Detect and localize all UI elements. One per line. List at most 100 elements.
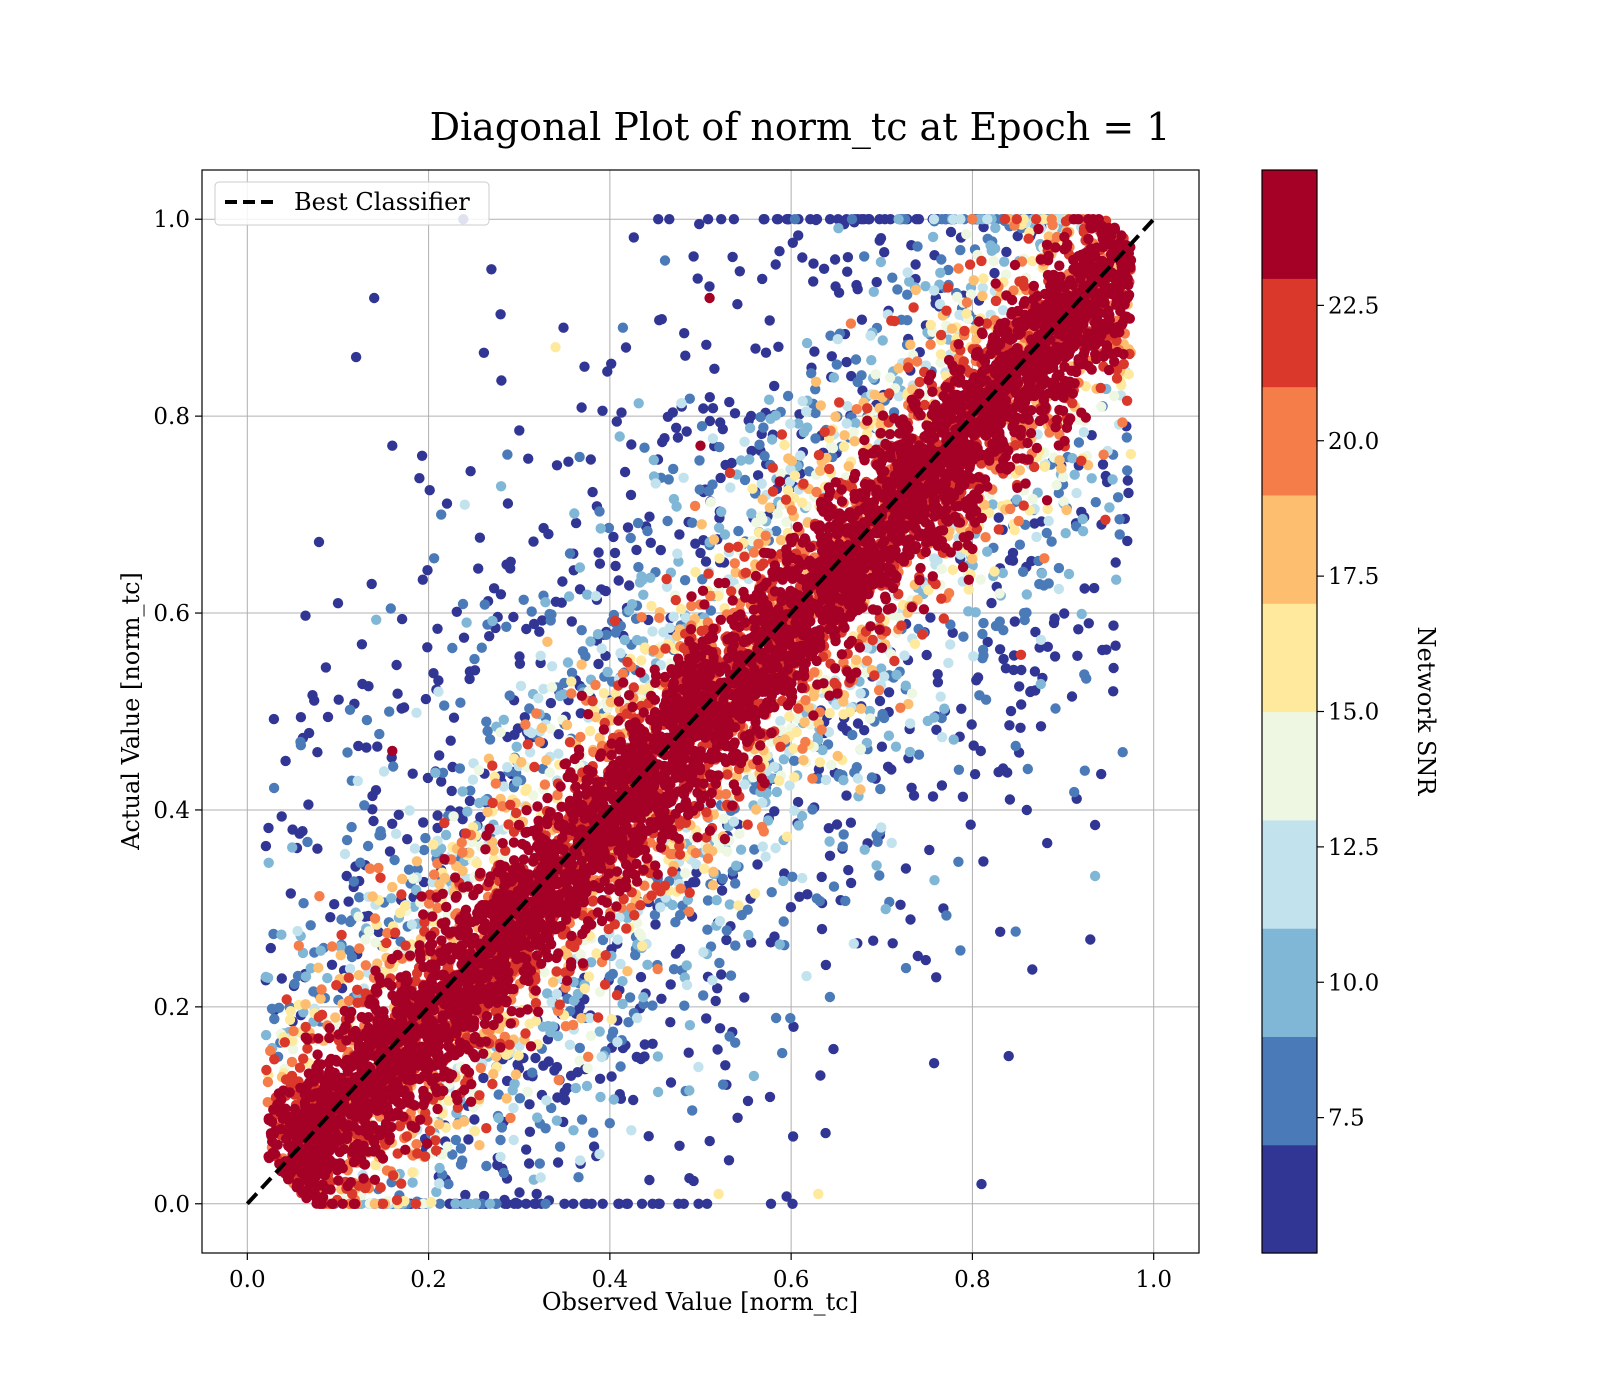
- scatter-point: [361, 742, 372, 753]
- scatter-point: [769, 380, 780, 392]
- scatter-point: [716, 885, 728, 896]
- scatter-point: [422, 772, 434, 784]
- scatter-point: [816, 871, 827, 883]
- scatter-point: [1035, 678, 1047, 690]
- scatter-point: [426, 1197, 437, 1208]
- scatter-point: [789, 214, 801, 225]
- scatter-point: [411, 856, 423, 867]
- scatter-point: [588, 1127, 599, 1138]
- scatter-point: [736, 909, 747, 921]
- scatter-point: [631, 544, 642, 556]
- scatter-point: [543, 1056, 554, 1067]
- scatter-point: [746, 445, 757, 457]
- scatter-point: [590, 679, 601, 691]
- scatter-point: [473, 765, 485, 776]
- scatter-point: [820, 774, 832, 786]
- scatter-point: [876, 822, 887, 833]
- scatter-point: [730, 878, 741, 889]
- scatter-point: [639, 442, 650, 453]
- scatter-point: [451, 606, 462, 617]
- scatter-point: [885, 214, 896, 225]
- scatter-point: [934, 299, 946, 310]
- scatter-point: [828, 881, 840, 892]
- scatter-point: [714, 441, 725, 453]
- scatter-point: [562, 657, 574, 668]
- scatter-point: [667, 866, 678, 877]
- scatter-point: [633, 561, 644, 573]
- scatter-point: [994, 616, 1005, 627]
- scatter-point: [850, 418, 861, 429]
- scatter-point: [1076, 455, 1087, 466]
- scatter-point: [523, 453, 534, 464]
- scatter-point: [1041, 527, 1053, 539]
- scatter-point: [467, 774, 479, 785]
- scatter-point: [748, 1070, 760, 1082]
- scatter-point: [1089, 819, 1101, 831]
- scatter-point: [434, 1198, 446, 1210]
- scatter-point: [675, 603, 687, 615]
- scatter-point: [889, 315, 900, 327]
- scatter-point: [609, 547, 621, 559]
- scatter-point: [461, 617, 472, 628]
- scatter-point: [968, 740, 979, 751]
- scatter-point: [674, 943, 686, 955]
- scatter-point: [615, 1061, 626, 1072]
- scatter-point: [1108, 620, 1119, 631]
- scatter-point: [594, 506, 605, 517]
- scatter-point: [784, 711, 795, 722]
- scatter-point: [535, 650, 546, 661]
- scatter-point: [1110, 640, 1121, 651]
- scatter-point: [932, 669, 943, 680]
- scatter-point: [715, 472, 726, 484]
- scatter-point: [681, 979, 693, 991]
- scatter-point: [475, 811, 486, 823]
- scatter-point: [650, 919, 661, 930]
- scatter-point: [297, 826, 308, 837]
- scatter-point: [455, 697, 466, 708]
- scatter-point: [1073, 437, 1085, 448]
- scatter-point: [742, 1095, 754, 1107]
- scatter-point: [1035, 721, 1047, 732]
- scatter-point: [867, 634, 878, 646]
- scatter-point: [1096, 768, 1107, 780]
- scatter-point: [928, 214, 940, 225]
- scatter-point: [335, 941, 346, 952]
- scatter-point: [493, 1112, 504, 1124]
- scatter-point: [789, 755, 800, 766]
- scatter-point: [551, 1061, 563, 1073]
- scatter-point: [408, 873, 419, 884]
- scatter-point: [518, 594, 529, 605]
- scatter-point: [534, 736, 545, 747]
- scatter-point: [855, 688, 866, 699]
- scatter-point: [961, 297, 973, 308]
- scatter-point: [574, 1155, 586, 1166]
- scatter-point: [760, 851, 771, 862]
- scatter-point: [859, 251, 870, 262]
- scatter-point: [1097, 644, 1108, 656]
- scatter-point: [704, 1135, 715, 1147]
- scatter-point: [1117, 747, 1128, 758]
- scatter-point: [672, 548, 683, 559]
- scatter-point: [535, 1172, 546, 1183]
- scatter-points: [260, 214, 1137, 1210]
- scatter-point: [482, 725, 493, 737]
- scatter-point: [563, 591, 575, 602]
- scatter-point: [384, 706, 395, 717]
- scatter-point: [1066, 691, 1078, 702]
- scatter-point: [335, 950, 346, 961]
- scatter-point: [633, 398, 644, 409]
- scatter-point: [713, 522, 725, 533]
- scatter-point: [883, 687, 895, 698]
- scatter-point: [724, 467, 736, 479]
- scatter-point: [774, 246, 785, 257]
- scatter-point: [530, 997, 542, 1009]
- scatter-point: [608, 531, 619, 543]
- scatter-point: [636, 571, 647, 582]
- scatter-point: [851, 654, 862, 666]
- scatter-point: [634, 928, 645, 939]
- scatter-point: [993, 524, 1004, 535]
- scatter-point: [707, 975, 718, 986]
- scatter-point: [434, 750, 445, 761]
- scatter-point: [727, 251, 738, 263]
- scatter-point: [363, 681, 374, 692]
